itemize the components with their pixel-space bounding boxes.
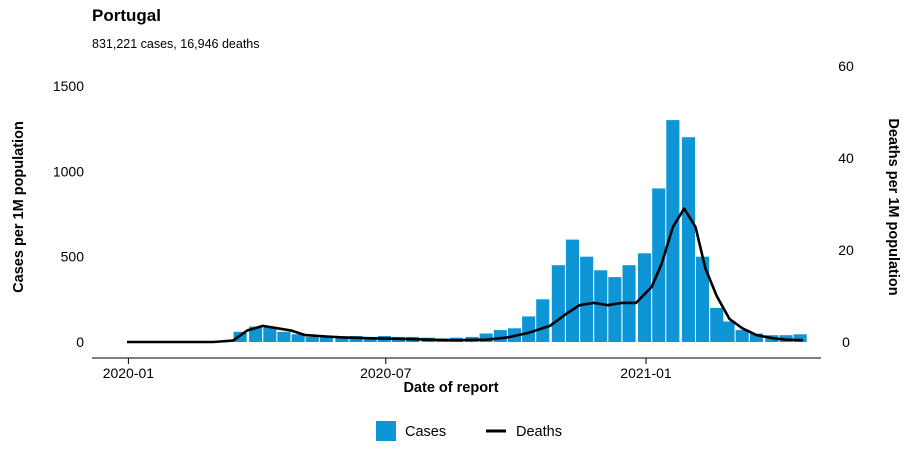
- cases-bar: [551, 265, 565, 342]
- cases-bar: [710, 307, 724, 342]
- y-ticks-right: 0 20 40 60: [838, 58, 854, 350]
- y-tick-left-label: 0: [76, 334, 84, 350]
- cases-bar: [608, 277, 622, 342]
- cases-bar: [696, 256, 710, 342]
- cases-bar: [681, 137, 695, 342]
- cases-bar: [721, 321, 735, 342]
- x-ticks: 2020-01 2020-07 2021-01: [103, 358, 672, 381]
- y-tick-right-label: 0: [842, 334, 850, 350]
- cases-bar: [522, 316, 536, 342]
- cases-bar: [793, 334, 807, 342]
- deaths-line: [127, 207, 804, 344]
- cases-bar: [638, 253, 652, 342]
- y-ticks-left: 0 500 1000 1500: [53, 78, 84, 350]
- y-tick-right-label: 60: [838, 58, 854, 74]
- cases-bar: [479, 333, 493, 342]
- cases-bar: [319, 336, 333, 342]
- cases-bar: [749, 333, 763, 342]
- cases-bar: [565, 239, 579, 342]
- chart-title: Portugal: [92, 6, 161, 25]
- cases-bar: [335, 336, 349, 342]
- cases-bar: [277, 331, 291, 342]
- x-tick-label: 2021-01: [620, 365, 672, 381]
- legend-deaths-label: Deaths: [516, 424, 562, 440]
- legend-cases-label: Cases: [405, 424, 446, 440]
- cases-bar: [249, 326, 263, 342]
- y-axis-right-title: Deaths per 1M population: [885, 118, 901, 295]
- x-tick-label: 2020-01: [103, 365, 155, 381]
- y-tick-left-label: 1000: [53, 163, 84, 179]
- y-tick-right-label: 20: [838, 242, 854, 258]
- y-tick-left-label: 1500: [53, 78, 84, 94]
- cases-bar: [594, 270, 608, 342]
- cases-bar: [735, 330, 749, 342]
- cases-bar: [291, 334, 305, 342]
- chart-subtitle: 831,221 cases, 16,946 deaths: [92, 37, 260, 51]
- legend: Cases Deaths: [376, 421, 562, 441]
- cases-bar: [652, 188, 666, 342]
- y-tick-left-label: 500: [61, 249, 85, 265]
- y-tick-right-label: 40: [838, 150, 854, 166]
- y-axis-left-title: Cases per 1M population: [11, 121, 27, 293]
- cases-bar: [263, 327, 277, 342]
- cases-bar: [305, 336, 319, 342]
- x-tick-label: 2020-07: [360, 365, 412, 381]
- x-axis-title: Date of report: [403, 380, 498, 396]
- cases-bar: [580, 256, 594, 342]
- legend-cases-swatch: [376, 421, 396, 441]
- cases-bar: [536, 299, 550, 342]
- cases-bars: [219, 120, 807, 342]
- cases-bar: [493, 330, 507, 342]
